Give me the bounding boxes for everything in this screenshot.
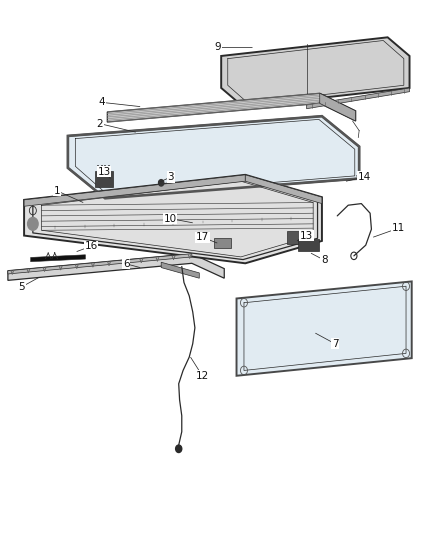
Text: 9: 9 [214,42,221,52]
Text: 11: 11 [392,223,405,233]
Circle shape [28,217,38,230]
Text: 12: 12 [196,371,209,381]
Circle shape [176,445,182,453]
Text: 1: 1 [53,186,60,196]
Text: 10: 10 [163,214,177,223]
Polygon shape [307,88,410,109]
Text: 13: 13 [300,231,313,240]
Text: 5: 5 [18,282,25,292]
Text: 6: 6 [123,259,130,269]
Polygon shape [24,175,322,263]
Text: 2: 2 [96,119,103,128]
Polygon shape [221,37,410,107]
Bar [95,171,113,187]
Bar [287,231,305,244]
Text: 13: 13 [98,167,111,176]
Bar [298,239,319,251]
Polygon shape [8,254,192,274]
Text: 8: 8 [321,255,328,265]
Text: 16: 16 [85,241,98,251]
Polygon shape [237,281,412,376]
Polygon shape [24,175,245,206]
Bar [214,238,231,248]
Text: 4: 4 [98,98,105,107]
Polygon shape [8,254,224,280]
Text: 7: 7 [332,339,339,349]
Polygon shape [107,93,356,122]
Polygon shape [161,262,199,278]
Polygon shape [31,255,85,262]
Text: 3: 3 [167,172,174,182]
Polygon shape [245,175,322,204]
Text: 14: 14 [358,172,371,182]
Circle shape [159,180,164,186]
Polygon shape [320,93,356,121]
Text: 17: 17 [196,232,209,242]
Polygon shape [68,116,359,198]
